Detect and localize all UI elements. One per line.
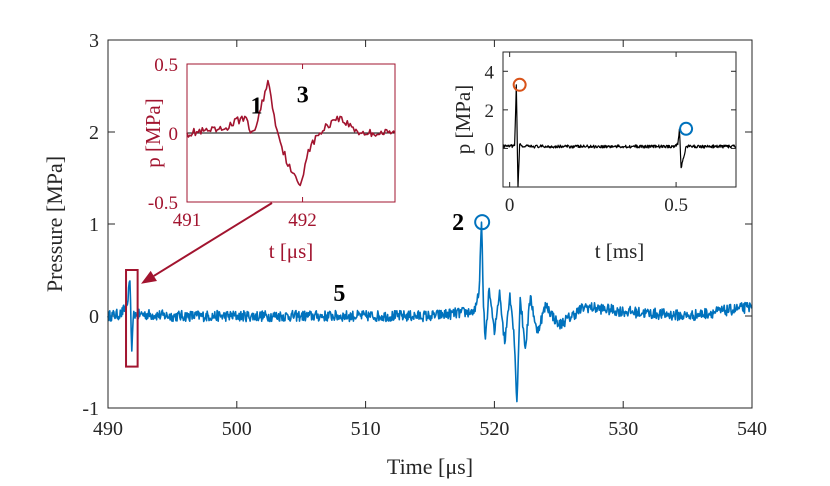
main-axes-box <box>107 39 753 409</box>
inset-zoom-x-label: t [μs] <box>269 239 314 263</box>
main-y-tick-label: 0 <box>89 306 99 328</box>
zoom-series-line <box>186 79 396 187</box>
zoom-arrow-head <box>141 270 157 284</box>
zoom-arrow-line <box>153 202 273 277</box>
main-y-tick-label: 1 <box>89 214 99 236</box>
zoom-arrow <box>141 202 273 284</box>
inset-overview: 0 0.5 0 2 4 t [ms] p [MPa] <box>451 51 737 263</box>
inset-overview-ticks: 0 0.5 0 2 4 <box>485 52 736 216</box>
main-y-tick-label: 3 <box>89 30 99 52</box>
inset-marker-first <box>512 77 527 92</box>
inset-overview-x-tick-label: 0 <box>505 195 515 216</box>
pressure-series-line <box>107 221 753 403</box>
inset-zoom-y-tick-label: -0.5 <box>148 193 178 214</box>
peak-marker-2 <box>474 214 491 231</box>
main-x-tick-label: 500 <box>222 418 252 440</box>
inset-overview-y-tick-label: 4 <box>485 62 495 83</box>
inset-overview-background <box>503 52 736 187</box>
inset-zoom-axes-box <box>186 63 396 203</box>
annotation-5: 5 <box>333 281 345 307</box>
zoom-highlight-box <box>125 269 139 368</box>
inset-overview-y-tick-label: 0 <box>485 139 495 160</box>
inset-overview-series <box>502 84 737 188</box>
x-axis-label: Time [μs] <box>387 454 473 479</box>
inset-overview-axes-box <box>502 51 737 188</box>
inset-zoom-x-tick-label: 491 <box>173 210 202 231</box>
main-x-tick-label: 540 <box>737 418 767 440</box>
inset-overview-y-label: p [MPa] <box>451 85 475 154</box>
main-y-tick-label: -1 <box>82 398 99 420</box>
main-x-tick-label: 520 <box>479 418 509 440</box>
main-x-tick-label: 510 <box>351 418 381 440</box>
inset-overview-y-tick-label: 2 <box>485 101 495 122</box>
main-plot: 490 500 510 520 530 540 -1 0 1 2 3 2 5 Time [μs] P… <box>42 30 767 479</box>
main-y-tick-label: 2 <box>89 122 99 144</box>
inset-zoom-y-tick-label: 0 <box>169 124 179 145</box>
inset-zoom-ticks: 491 492 -0.5 0 0.5 <box>148 55 395 231</box>
inset-overview-x-tick-label: 0.5 <box>664 195 688 216</box>
inset-zoom-series <box>186 79 396 187</box>
inset-zoom: 491 492 -0.5 0 0.5 1 3 t [μs] p [MPa] <box>141 55 396 263</box>
annotation-1: 1 <box>251 93 263 119</box>
annotation-2: 2 <box>452 210 464 236</box>
main-x-tick-label: 490 <box>93 418 123 440</box>
overview-series-line <box>502 84 737 188</box>
inset-zoom-x-tick-label: 492 <box>288 210 317 231</box>
annotation-3: 3 <box>297 82 309 108</box>
inset-zoom-y-tick-label: 0.5 <box>154 55 178 76</box>
inset-marker-second <box>679 121 694 136</box>
inset-zoom-y-label: p [MPa] <box>141 98 165 167</box>
main-series <box>107 221 753 403</box>
main-x-tick-label: 530 <box>608 418 638 440</box>
inset-overview-x-label: t [ms] <box>595 239 645 263</box>
y-axis-label: Pressure [MPa] <box>42 156 67 292</box>
